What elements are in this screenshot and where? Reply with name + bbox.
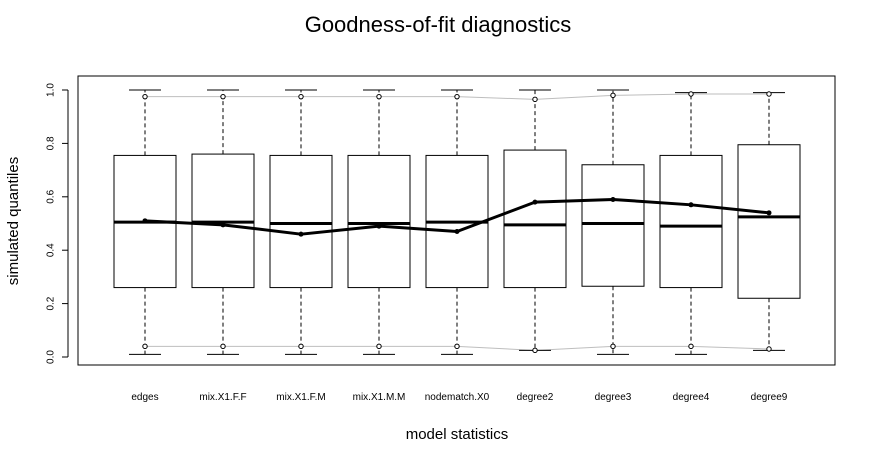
box-mix.X1.M.M: [347, 89, 411, 355]
observed-series: [142, 196, 772, 237]
x-tick-label: mix.X1.F.M: [276, 392, 325, 403]
y-axis-title: simulated quantiles: [5, 157, 22, 285]
y-tick-label: 0.2: [46, 296, 57, 310]
box-degree4: [659, 92, 723, 355]
observed-point: [454, 229, 460, 235]
box-degree3: [581, 89, 645, 355]
box-mix.X1.F.F: [191, 89, 255, 355]
box-iqr: [659, 154, 723, 289]
y-tick-label: 0.0: [46, 350, 57, 364]
box-iqr: [347, 154, 411, 289]
box-iqr: [581, 164, 645, 287]
x-tick-label: edges: [131, 392, 158, 403]
upper-band-point: [376, 93, 382, 100]
plot-frame: [77, 75, 836, 366]
y-tick-label: 1.0: [46, 83, 57, 97]
lower-band-point: [610, 343, 616, 350]
upper-band-point: [220, 93, 226, 100]
box-nodematch.X0: [425, 89, 489, 355]
box-iqr: [503, 149, 567, 289]
chart-title: Goodness-of-fit diagnostics: [305, 12, 572, 37]
observed-point: [298, 231, 304, 237]
observed-point: [766, 210, 772, 216]
upper-band-point: [142, 93, 148, 100]
x-tick-label: nodematch.X0: [425, 392, 490, 403]
box-degree2: [503, 89, 567, 351]
upper-band-point: [532, 96, 538, 103]
upper-band-point: [298, 93, 304, 100]
upper-band-point: [610, 92, 616, 99]
observed-point: [376, 223, 382, 229]
x-tick-label: mix.X1.F.F: [199, 392, 246, 403]
x-tick-label: degree2: [517, 392, 554, 403]
x-tick-label: degree4: [673, 392, 710, 403]
upper-band-point: [688, 91, 694, 97]
lower-band-point: [376, 343, 382, 350]
box-mix.X1.F.M: [269, 89, 333, 355]
upper-band-point: [766, 91, 772, 97]
x-axis-title: model statistics: [406, 426, 509, 443]
y-axis: 0.0 0.2 0.4 0.6 0.8 1.0: [46, 83, 69, 364]
upper-band-point: [454, 93, 460, 100]
y-tick-label: 0.8: [46, 136, 57, 150]
lower-band-point: [688, 343, 694, 350]
observed-point: [688, 202, 694, 208]
lower-band-point: [766, 346, 772, 352]
y-tick-label: 0.6: [46, 189, 57, 203]
box-iqr: [737, 144, 801, 299]
x-tick-label: degree9: [751, 392, 788, 403]
lower-band-point: [142, 343, 148, 350]
x-tick-label: degree3: [595, 392, 632, 403]
observed-point: [142, 218, 148, 224]
observed-point: [610, 196, 616, 202]
y-tick-label: 0.4: [46, 243, 57, 257]
observed-point: [220, 222, 226, 228]
x-tick-label: mix.X1.M.M: [353, 392, 406, 403]
lower-band-point: [532, 347, 538, 354]
lower-band-point: [298, 343, 304, 350]
box-degree9: [737, 92, 801, 351]
observed-point: [532, 199, 538, 205]
x-axis-labels: edges mix.X1.F.F mix.X1.F.M mix.X1.M.M nodem…: [131, 392, 787, 403]
boxes: [113, 89, 801, 355]
box-iqr: [269, 154, 333, 289]
lower-band-point: [220, 343, 226, 350]
lower-band-point: [454, 343, 460, 350]
